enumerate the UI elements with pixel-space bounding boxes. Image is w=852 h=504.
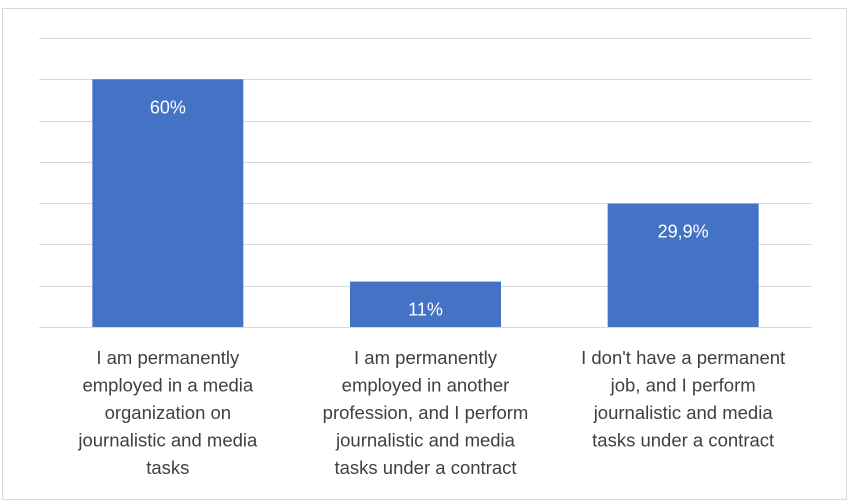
category-labels: I am permanently employed in a media organ… [77,347,785,478]
bar-chart: 60% 11% 29,9% I am permanently employed in … [39,38,812,478]
category-label: I don't have a permanent job, and I perfo… [581,347,785,451]
chart-frame: 60% 11% 29,9% I am permanently employed in … [2,8,847,500]
category-label-line: I am permanently [96,347,240,368]
bar [607,203,759,327]
category-label-line: tasks under a contract [334,457,516,478]
category-label-line: journalistic and media [335,430,516,451]
category-label-line: I don't have a permanent [581,347,785,368]
category-label-line: tasks [146,457,189,478]
category-label: I am permanently employed in a media organ… [77,347,258,478]
category-label-line: profession, and I perform [323,402,529,423]
category-label-line: I am permanently [354,347,498,368]
category-label-line: job, and I perform [610,375,756,396]
data-label: 29,9% [658,222,709,242]
category-label-line: journalistic and media [593,402,774,423]
bars [92,79,759,328]
category-label-line: employed in another [342,375,510,396]
category-label-line: organization on [105,402,232,423]
category-label-line: journalistic and media [77,430,258,451]
data-labels: 60% 11% 29,9% [150,97,709,319]
category-label: I am permanently employed in another profe… [323,347,529,478]
bar [350,281,501,327]
category-label-line: tasks under a contract [592,430,774,451]
data-label: 60% [150,97,186,117]
category-label-line: employed in a media [82,375,253,396]
data-label: 11% [408,300,443,320]
bar [92,79,244,328]
